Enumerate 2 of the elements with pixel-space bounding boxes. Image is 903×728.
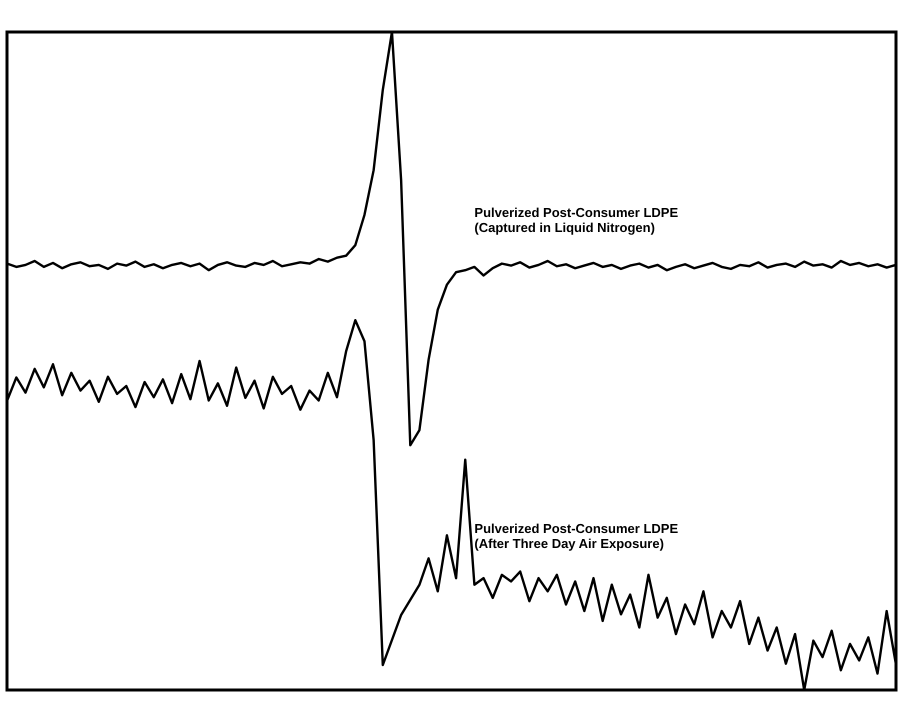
- series-label: Pulverized Post-Consumer LDPE (After Three Day Air Exposure): [474, 520, 678, 551]
- text: Pulverized Post-Consumer LDPE (Captured in Liquid Nitrogen): [474, 204, 678, 235]
